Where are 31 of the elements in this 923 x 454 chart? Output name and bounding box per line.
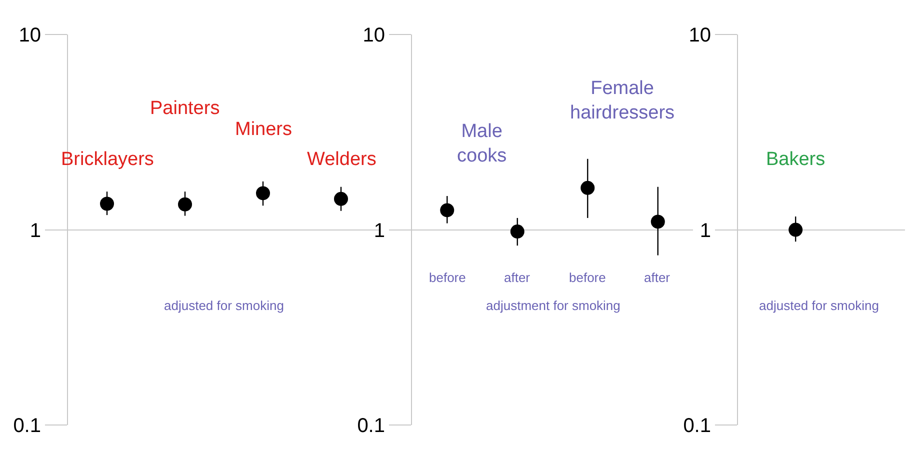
x-tick-label: after <box>504 270 531 285</box>
point <box>256 186 270 200</box>
annotation: Welders <box>307 149 376 170</box>
annotation: Bakers <box>766 149 826 170</box>
annotation: Miners <box>235 119 292 140</box>
y-tick-label: 1 <box>374 220 385 242</box>
annotation: adjusted for smoking <box>759 298 879 313</box>
y-tick-label: 10 <box>18 24 41 47</box>
annotation: Painters <box>150 98 220 119</box>
y-tick-label: 1 <box>700 220 711 242</box>
y-tick-label: 10 <box>688 24 711 47</box>
x-tick-label: after <box>644 270 671 285</box>
point <box>510 224 524 239</box>
point <box>580 180 595 195</box>
point <box>334 192 348 206</box>
annotation: adjusted for smoking <box>164 298 284 313</box>
point <box>650 214 665 229</box>
y-tick-label: 1 <box>30 220 41 242</box>
y-tick-label: 0.1 <box>13 414 41 437</box>
y-tick-label: 0.1 <box>683 414 711 437</box>
annotation: Female hairdressers <box>570 78 675 124</box>
point <box>440 203 454 218</box>
x-tick-label: before <box>569 270 606 285</box>
x-tick-label: before <box>429 270 466 285</box>
annotation: Bricklayers <box>61 149 154 170</box>
point <box>100 196 114 211</box>
annotation: Male cooks <box>457 121 507 167</box>
annotation: adjustment for smoking <box>486 298 620 313</box>
y-tick-label: 10 <box>362 24 385 47</box>
y-tick-label: 0.1 <box>357 414 385 437</box>
point <box>178 197 192 212</box>
